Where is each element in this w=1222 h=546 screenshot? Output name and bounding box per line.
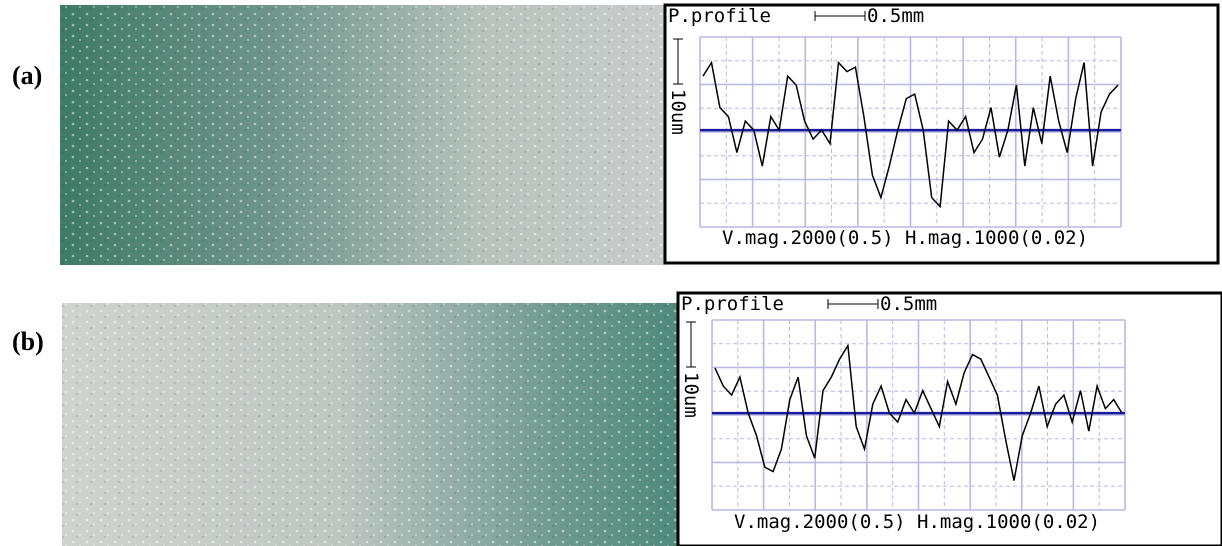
chart-footer: V.mag.2000(0.5) H.mag.1000(0.02) [722, 227, 1088, 249]
profile-trace [714, 343, 1123, 481]
photo-texture [60, 5, 665, 265]
profile-trace [702, 60, 1119, 209]
scale-bar [686, 321, 696, 368]
x-scale-label: 0.5mm [867, 5, 924, 27]
scale-bar [673, 38, 683, 85]
panel-label: (b) [12, 327, 44, 356]
scale-bar [827, 299, 879, 309]
scale-bar [814, 11, 866, 21]
chart-frame [676, 291, 1222, 546]
y-scale-label: 10um [667, 89, 689, 135]
chart-footer: V.mag.2000(0.5) H.mag.1000(0.02) [734, 511, 1100, 533]
chart-frame [663, 3, 1220, 265]
y-scale-label: 10um [680, 372, 702, 418]
chart-title: P.profile [681, 293, 784, 315]
x-scale-label: 0.5mm [880, 293, 937, 315]
panel-label: (a) [12, 61, 42, 90]
photo-texture [62, 303, 678, 546]
chart-title: P.profile [668, 5, 771, 27]
